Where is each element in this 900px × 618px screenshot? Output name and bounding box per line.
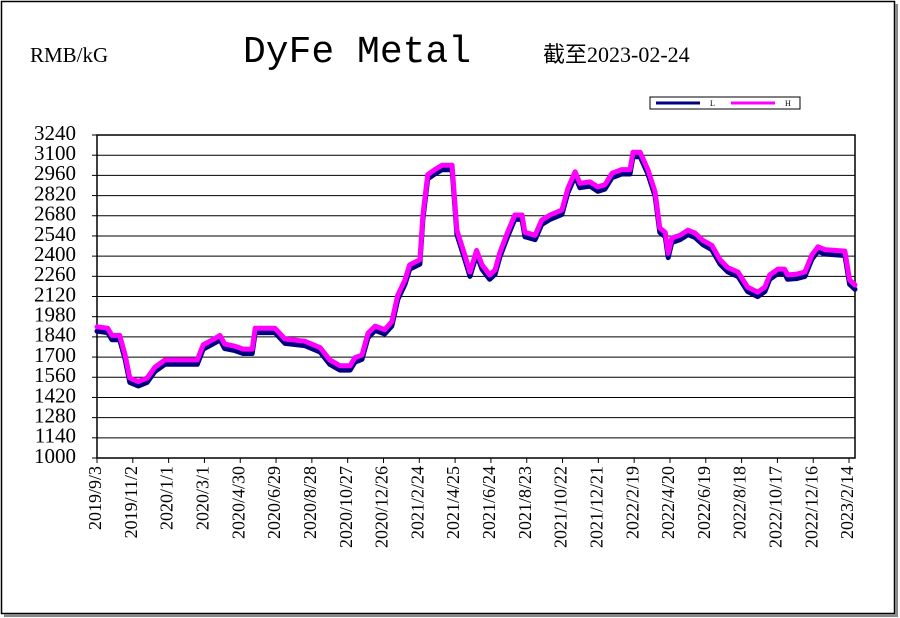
chart-title: DyFe Metal xyxy=(243,31,471,74)
legend-box xyxy=(649,96,801,110)
y-tick-label: 1980 xyxy=(34,303,76,327)
y-tick-label: 2540 xyxy=(34,222,76,246)
x-tick-label: 2022/6/19 xyxy=(694,466,714,539)
y-tick-label: 2260 xyxy=(34,262,76,286)
y-tick-label: 1700 xyxy=(34,343,76,367)
line-series xyxy=(94,149,858,385)
x-tick-label: 2022/8/18 xyxy=(730,466,750,539)
y-tick-label: 2120 xyxy=(34,282,76,306)
legend-label: L xyxy=(710,99,715,108)
unit-label: RMB/kG xyxy=(30,43,108,67)
y-tick-label: 2680 xyxy=(34,202,76,226)
x-tick-label: 2023/2/14 xyxy=(837,466,857,539)
x-tick-label: 2019/11/2 xyxy=(121,466,141,538)
y-tick-label: 3100 xyxy=(34,141,76,165)
y-tick-label: 2820 xyxy=(34,181,76,205)
y-tick-label: 1000 xyxy=(34,444,76,468)
x-tick-label: 2021/12/21 xyxy=(586,466,606,548)
x-tick-label: 2021/10/22 xyxy=(551,466,571,548)
y-tick-label: 2400 xyxy=(34,242,76,266)
y-tick-label: 1420 xyxy=(34,383,76,407)
y-tick-label: 1840 xyxy=(34,323,76,347)
legend-label: H xyxy=(785,99,791,108)
x-tick-label: 2021/4/25 xyxy=(443,466,463,539)
x-tick-label: 2021/8/23 xyxy=(515,466,535,539)
y-tick-label: 1560 xyxy=(34,363,76,387)
x-tick-label: 2020/8/28 xyxy=(300,466,320,539)
x-tick-label: 2022/10/17 xyxy=(766,466,786,548)
plot-border xyxy=(96,134,856,459)
x-tick-label: 2020/10/27 xyxy=(336,466,356,548)
x-tick-label: 2020/6/29 xyxy=(264,466,284,539)
y-tick-label: 2960 xyxy=(34,161,76,185)
x-tick-label: 2020/1/1 xyxy=(157,466,177,530)
x-tick-label: 2021/6/24 xyxy=(479,466,499,539)
y-tick-label: 1140 xyxy=(35,424,76,448)
x-tick-label: 2020/12/26 xyxy=(372,466,392,548)
x-tick-label: 2022/2/19 xyxy=(622,466,642,539)
y-tick-label: 3240 xyxy=(34,121,76,145)
x-tick-label: 2020/3/1 xyxy=(193,466,213,530)
y-tick-label: 1280 xyxy=(34,403,76,427)
chart-subtitle: 截至2023-02-24 xyxy=(543,42,690,67)
x-tick-label: 2021/2/24 xyxy=(407,466,427,539)
x-tick-label: 2022/12/16 xyxy=(801,466,821,548)
x-tick-label: 2022/4/20 xyxy=(658,466,678,539)
x-tick-label: 2020/4/30 xyxy=(228,466,248,539)
x-tick-label: 2019/9/3 xyxy=(85,466,105,530)
